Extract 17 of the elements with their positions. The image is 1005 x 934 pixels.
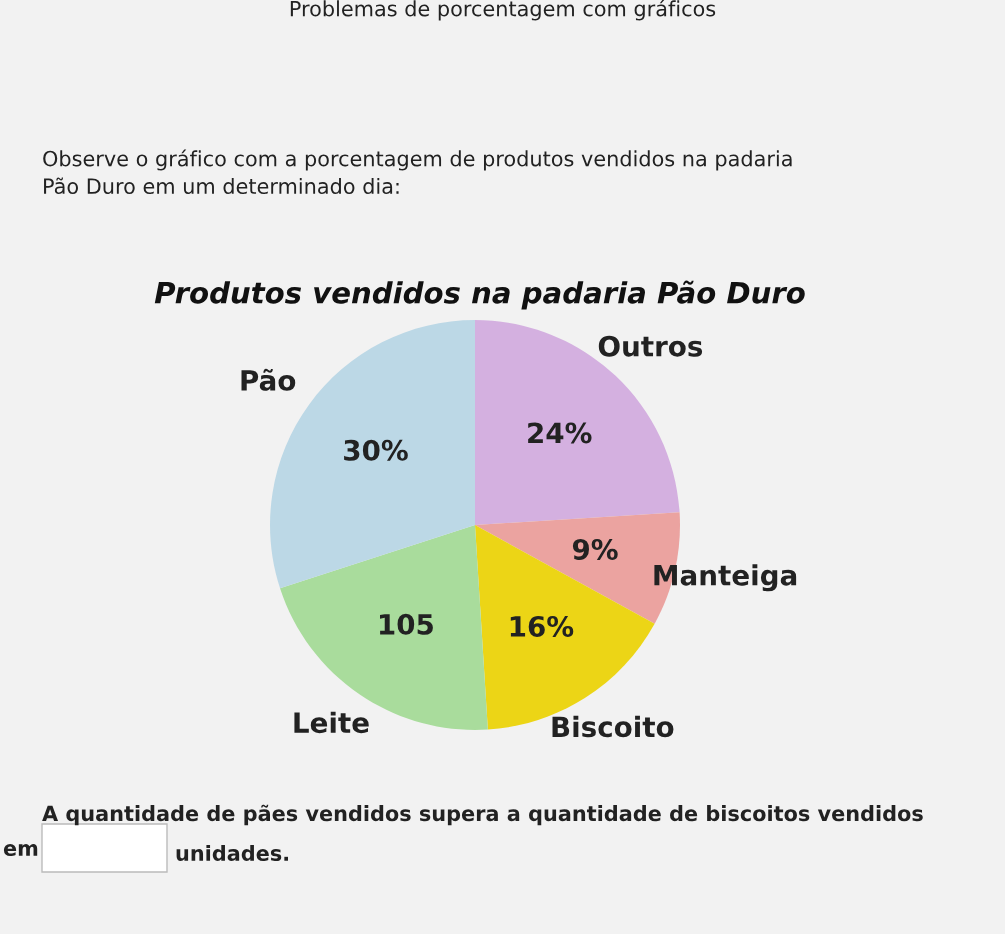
text: Observe o gráfico com a porcentagem de produtos vendidos na padaria [43,149,792,171]
slice-label: Manteiga [654,564,797,592]
slice-label: Leite [294,711,369,734]
data-label: 9% [572,538,618,560]
data-label: 24% [528,422,592,444]
text: Problemas de porcentagem com gráficos [290,0,716,21]
text: 105 [380,613,433,635]
chart-title: Produtos vendidos na padaria Pão Duro [154,280,805,310]
text: Pão Duro em um determinado dia: [44,177,399,195]
text: A quantidade de pães vendidos supera a quantidade de biscoitos vendidos [42,804,923,826]
data-label: 30% [344,439,408,461]
text: unidades. [176,844,289,862]
data-label: 16% [510,615,574,637]
slice-label: Outros [598,335,703,357]
slice-label: Biscoito [552,715,674,738]
text: em [3,844,38,857]
slice-label: Pão [241,368,296,391]
